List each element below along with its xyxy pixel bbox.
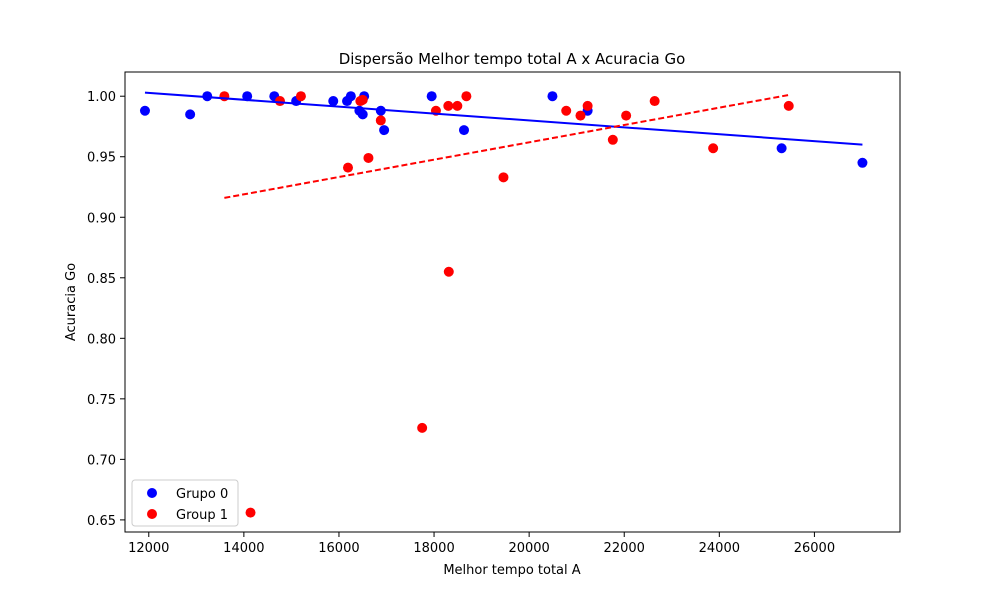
chart-title: Dispersão Melhor tempo total A x Acuraci…	[339, 50, 686, 68]
plot-area	[139, 91, 868, 518]
x-tick-label: 20000	[508, 541, 549, 556]
data-point-grupo-0	[459, 125, 470, 136]
data-point-group-1	[417, 422, 428, 433]
y-tick-label: 0.85	[87, 272, 116, 287]
y-tick-label: 0.90	[87, 211, 116, 226]
data-point-grupo-0	[328, 96, 339, 107]
data-point-grupo-0	[185, 109, 196, 120]
data-point-group-1	[607, 134, 618, 145]
data-point-grupo-0	[139, 105, 150, 116]
data-point-group-1	[575, 110, 586, 121]
data-point-group-1	[783, 100, 794, 111]
legend-marker-grupo-0	[147, 488, 157, 498]
data-point-grupo-0	[857, 157, 868, 168]
y-tick-label: 0.75	[87, 393, 116, 408]
x-tick-label: 14000	[223, 541, 264, 556]
legend-marker-group-1	[147, 509, 157, 519]
data-point-group-1	[582, 100, 593, 111]
legend-label-grupo-0: Grupo 0	[176, 487, 228, 502]
legend-box	[131, 479, 239, 527]
data-point-group-1	[452, 100, 463, 111]
data-point-grupo-0	[242, 91, 253, 102]
x-axis-label: Melhor tempo total A	[443, 563, 580, 578]
x-tick-label: 18000	[413, 541, 454, 556]
y-tick-label: 0.95	[87, 151, 116, 166]
legend-label-group-1: Group 1	[176, 508, 228, 523]
trend-line-group-1	[224, 94, 789, 199]
data-point-group-1	[443, 100, 454, 111]
data-point-group-1	[357, 94, 368, 105]
data-point-grupo-0	[426, 91, 437, 102]
x-tick-label: 12000	[128, 541, 169, 556]
data-point-grupo-0	[776, 143, 787, 154]
data-point-grupo-0	[345, 91, 356, 102]
legend: Grupo 0 Group 1	[131, 479, 239, 527]
data-point-group-1	[363, 152, 374, 163]
trend-line-grupo-0	[144, 91, 863, 146]
data-point-grupo-0	[357, 109, 368, 120]
y-tick-label: 0.80	[87, 332, 116, 347]
data-point-group-1	[295, 91, 306, 102]
x-tick-label: 26000	[794, 541, 835, 556]
data-point-group-1	[708, 143, 719, 154]
y-tick-label: 1.00	[87, 90, 116, 105]
data-point-group-1	[561, 105, 572, 116]
data-point-grupo-0	[379, 125, 390, 136]
data-point-group-1	[342, 162, 353, 173]
y-axis-label: Acuracia Go	[64, 263, 79, 341]
data-point-grupo-0	[547, 91, 558, 102]
y-tick-label: 0.65	[87, 514, 116, 529]
data-point-group-1	[219, 91, 230, 102]
data-point-group-1	[275, 96, 285, 107]
data-point-grupo-0	[375, 105, 386, 116]
data-point-group-1	[498, 172, 509, 183]
data-point-group-1	[649, 96, 660, 107]
x-tick-label: 24000	[699, 541, 740, 556]
plot-frame	[124, 71, 901, 533]
x-tick-label: 22000	[604, 541, 645, 556]
x-axis: 12000 14000 16000 18000 20000 22000 24000 26000	[128, 532, 835, 556]
data-point-group-1	[621, 110, 632, 121]
y-tick-label: 0.70	[87, 453, 116, 468]
data-point-group-1	[461, 91, 472, 102]
data-point-group-1	[443, 266, 454, 277]
x-tick-label: 16000	[318, 541, 359, 556]
data-point-group-1	[245, 507, 256, 518]
data-point-group-1	[375, 115, 386, 126]
y-axis: 0.65 0.70 0.75 0.80 0.85 0.90 0.95 1.00	[87, 90, 125, 529]
